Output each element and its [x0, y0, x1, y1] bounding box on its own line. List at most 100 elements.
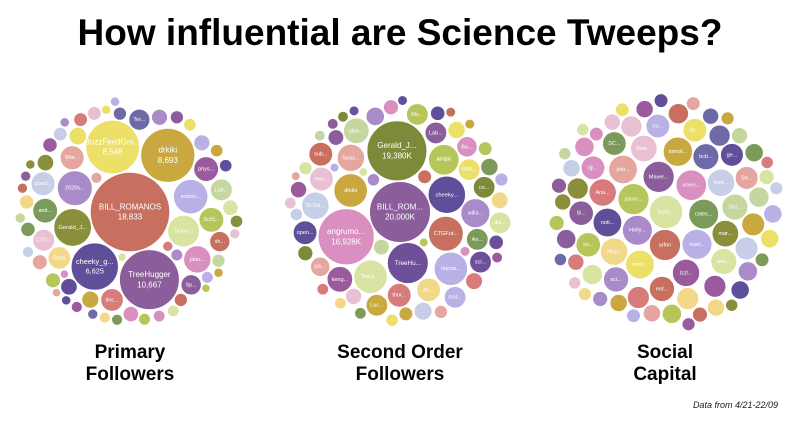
bubble [489, 211, 512, 234]
bubble-label: ge... [727, 152, 738, 158]
bubble [85, 120, 140, 174]
bubble [387, 242, 429, 284]
bubble [710, 248, 737, 275]
bubble-label: Si... [576, 211, 586, 217]
bubble [14, 212, 26, 224]
bubble [707, 168, 735, 197]
bubble [741, 212, 765, 237]
bubble [333, 173, 368, 208]
bubble [365, 107, 385, 126]
bubble [42, 137, 58, 153]
bubble-label: anit... [38, 208, 52, 214]
bubble [111, 314, 123, 326]
bubble [681, 229, 713, 260]
bubble-label: taylo... [658, 209, 675, 215]
bubble [309, 166, 334, 192]
bubble [754, 252, 770, 267]
bubble-label: Lab... [429, 130, 443, 136]
bubble [53, 208, 92, 247]
bubble [588, 178, 617, 207]
bubble [465, 272, 483, 290]
bubble [52, 288, 61, 297]
bubble [686, 96, 701, 111]
bubble [298, 161, 313, 176]
bubble [25, 159, 36, 170]
bubble [230, 215, 243, 228]
bubble-label: no... [653, 124, 664, 130]
bubble [643, 304, 661, 323]
bubble [622, 215, 653, 246]
bubble [430, 105, 446, 121]
bubble [692, 143, 719, 170]
bubble-label: Holly... [629, 228, 646, 234]
bubble [548, 215, 565, 231]
bubble [32, 198, 58, 224]
bubble-value-label: 6,625 [86, 267, 104, 276]
bubble [649, 276, 675, 302]
bubble [290, 208, 303, 221]
bubble [213, 267, 224, 278]
bubble-label: open... [297, 230, 314, 236]
bubble [568, 276, 582, 290]
bubble [327, 118, 339, 130]
bubble [316, 283, 329, 296]
bubble [580, 155, 605, 180]
bubble-label: keng... [332, 277, 349, 283]
bubble [365, 294, 388, 317]
bubble [20, 170, 32, 182]
bubble [138, 313, 151, 326]
bubble [592, 291, 608, 307]
bubble [760, 229, 780, 249]
bubble-label: drkiki [344, 188, 357, 194]
bubble [681, 317, 696, 331]
bubble-label: mar... [718, 231, 732, 237]
bubble-label: 2020s... [65, 186, 85, 192]
bubble [672, 259, 700, 287]
bubble [603, 266, 629, 293]
bubble [424, 121, 447, 144]
bubble [554, 193, 572, 211]
bubble [151, 109, 168, 126]
bubble-label: Lab... [214, 187, 228, 193]
bubble [170, 248, 183, 262]
bubble [219, 159, 233, 173]
bubble-label: ScSol... [306, 203, 325, 209]
bubble [210, 144, 224, 158]
bubble [447, 121, 466, 139]
bubble [603, 113, 621, 131]
bubble-label: sub... [314, 152, 328, 158]
bubble-label: jason... [624, 197, 643, 203]
bubble [17, 182, 28, 194]
bubble [434, 305, 448, 319]
bubble-label: rlanza... [441, 266, 461, 272]
bubble [326, 266, 353, 293]
bubble-label: Gerald_J... [58, 225, 87, 231]
bubble [428, 144, 460, 176]
bubble [201, 283, 211, 293]
bubble [469, 251, 492, 274]
bubble [61, 295, 72, 306]
bubble-label: Mo... [411, 112, 424, 118]
bubble [297, 245, 314, 261]
bubble-label: BuzzFeedGre... [85, 137, 141, 146]
bubble [345, 288, 362, 305]
bubble [649, 229, 681, 261]
bubble-label: riley... [607, 249, 622, 255]
bubble-value-label: 16,928K [331, 237, 361, 246]
bubble [19, 194, 35, 210]
bubble [735, 166, 759, 190]
bubble-label: CTG... [36, 238, 53, 244]
bubble [460, 198, 491, 228]
bubble [494, 172, 509, 187]
bubble [566, 177, 589, 200]
bubble [60, 278, 78, 296]
bubble [625, 249, 655, 279]
bubble-label: Ba... [461, 144, 473, 150]
bubble [703, 275, 727, 298]
bubble [731, 127, 748, 144]
bubble-label: CTGFut... [434, 231, 459, 237]
bubble [291, 171, 301, 181]
bubble [721, 193, 748, 221]
bubble [645, 114, 670, 139]
bubble [110, 96, 120, 107]
